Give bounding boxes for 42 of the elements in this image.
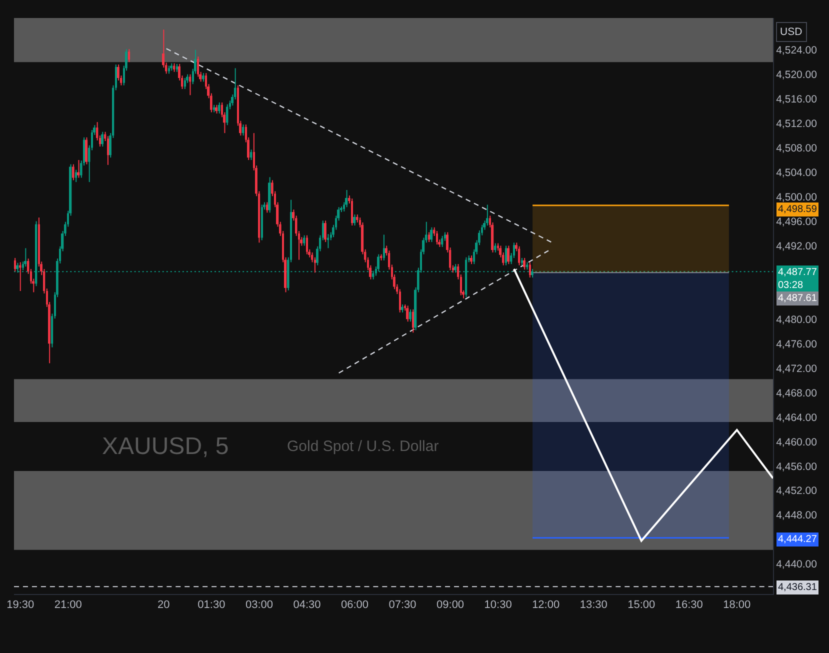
y-tick-label: 4,448.00 <box>776 510 818 522</box>
x-tick-label: 03:00 <box>245 599 273 612</box>
x-tick-label: 19:30 <box>6 599 34 612</box>
x-tick-label: 07:30 <box>388 599 416 612</box>
x-tick-label: 21:00 <box>54 599 82 612</box>
y-tick-label: 4,508.00 <box>776 142 818 154</box>
x-tick-label: 16:30 <box>675 599 703 612</box>
ref-line-label: 4,436.31 <box>778 582 818 593</box>
y-tick-label: 4,524.00 <box>776 44 818 57</box>
x-tick-label: 18:00 <box>723 599 751 612</box>
ref-line-label: 4,487.77 03:28 <box>778 267 818 291</box>
y-tick-label: 4,440.00 <box>776 558 818 571</box>
text: 4,487.61 <box>778 293 818 304</box>
x-tick-label: 01:30 <box>198 599 226 612</box>
y-tick-label: 4,476.00 <box>776 338 818 350</box>
y-tick-label: 4,460.00 <box>776 436 818 448</box>
y-tick-label: 4,500.00 <box>776 191 818 204</box>
x-tick-label: 10:30 <box>484 599 512 612</box>
text: 4,444.27 <box>778 534 818 545</box>
text: 4,498.59 <box>778 204 818 215</box>
y-tick-label: 4,472.00 <box>776 362 818 375</box>
x-tick-label: 06:00 <box>340 599 369 612</box>
y-tick-label: 4,452.00 <box>776 485 818 498</box>
y-tick-label: 4,520.00 <box>776 68 818 81</box>
x-tick-label: 15:00 <box>628 599 656 612</box>
y-tick-label: 4,464.00 <box>776 412 818 424</box>
y-tick-label: 4,468.00 <box>776 387 818 400</box>
text: XAUUSD, 5 <box>102 433 229 460</box>
x-tick-label: 12:00 <box>532 599 560 612</box>
y-tick-label: 4,516.00 <box>776 93 818 106</box>
y-tick-label: 4,492.00 <box>776 240 818 252</box>
y-tick-label: 4,496.00 <box>776 216 818 228</box>
y-tick-label: 4,504.00 <box>776 166 818 179</box>
y-tick-label: 4,456.00 <box>776 460 818 473</box>
x-tick-label: 20 <box>158 599 170 612</box>
x-tick-label: 09:00 <box>436 599 464 612</box>
text: Gold Spot / U.S. Dollar <box>287 438 439 455</box>
x-tick-label: 13:30 <box>580 599 608 612</box>
y-tick-label: 4,480.00 <box>776 314 818 326</box>
y-axis-title: USD <box>780 26 803 38</box>
x-tick-label: 04:30 <box>293 599 321 612</box>
y-tick-label: 4,512.00 <box>776 118 818 130</box>
